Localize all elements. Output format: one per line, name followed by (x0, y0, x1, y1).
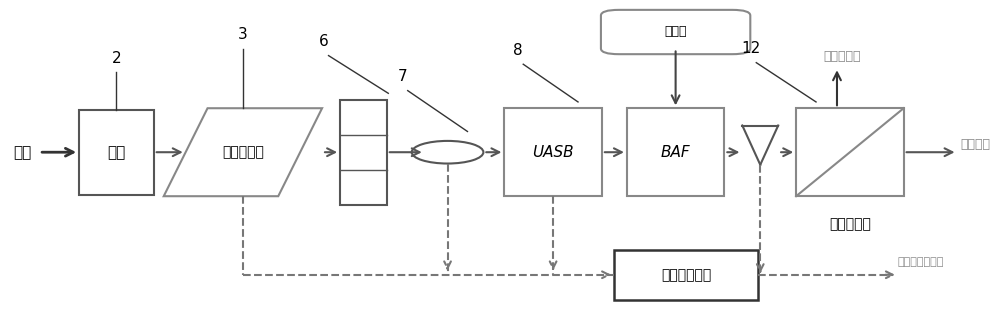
Text: 7: 7 (398, 69, 408, 84)
Text: 鼓风机: 鼓风机 (664, 25, 687, 38)
Text: 出水回用: 出水回用 (960, 138, 990, 151)
Polygon shape (164, 108, 322, 196)
FancyBboxPatch shape (504, 108, 602, 196)
Circle shape (412, 141, 483, 164)
Text: 调节沉淀池: 调节沉淀池 (222, 145, 264, 159)
Text: 污泥处理装置: 污泥处理装置 (661, 268, 711, 282)
FancyBboxPatch shape (796, 108, 904, 196)
Text: 格栅: 格栅 (107, 145, 126, 160)
Text: 进水: 进水 (13, 145, 31, 160)
Text: 8: 8 (513, 43, 523, 58)
Text: 12: 12 (742, 42, 761, 56)
FancyBboxPatch shape (627, 108, 724, 196)
Text: UASB: UASB (532, 145, 574, 160)
FancyBboxPatch shape (601, 10, 750, 54)
FancyBboxPatch shape (614, 249, 758, 300)
Text: BAF: BAF (661, 145, 690, 160)
FancyBboxPatch shape (79, 110, 154, 195)
Text: 6: 6 (319, 34, 328, 49)
Text: 3: 3 (238, 27, 248, 42)
Text: 污泥外运或焚烧: 污泥外运或焚烧 (898, 257, 944, 267)
Text: 浓缩液回灌: 浓缩液回灌 (823, 50, 861, 63)
Text: 反渗透处理: 反渗透处理 (829, 217, 871, 231)
FancyBboxPatch shape (340, 100, 387, 205)
Text: 2: 2 (112, 51, 121, 66)
